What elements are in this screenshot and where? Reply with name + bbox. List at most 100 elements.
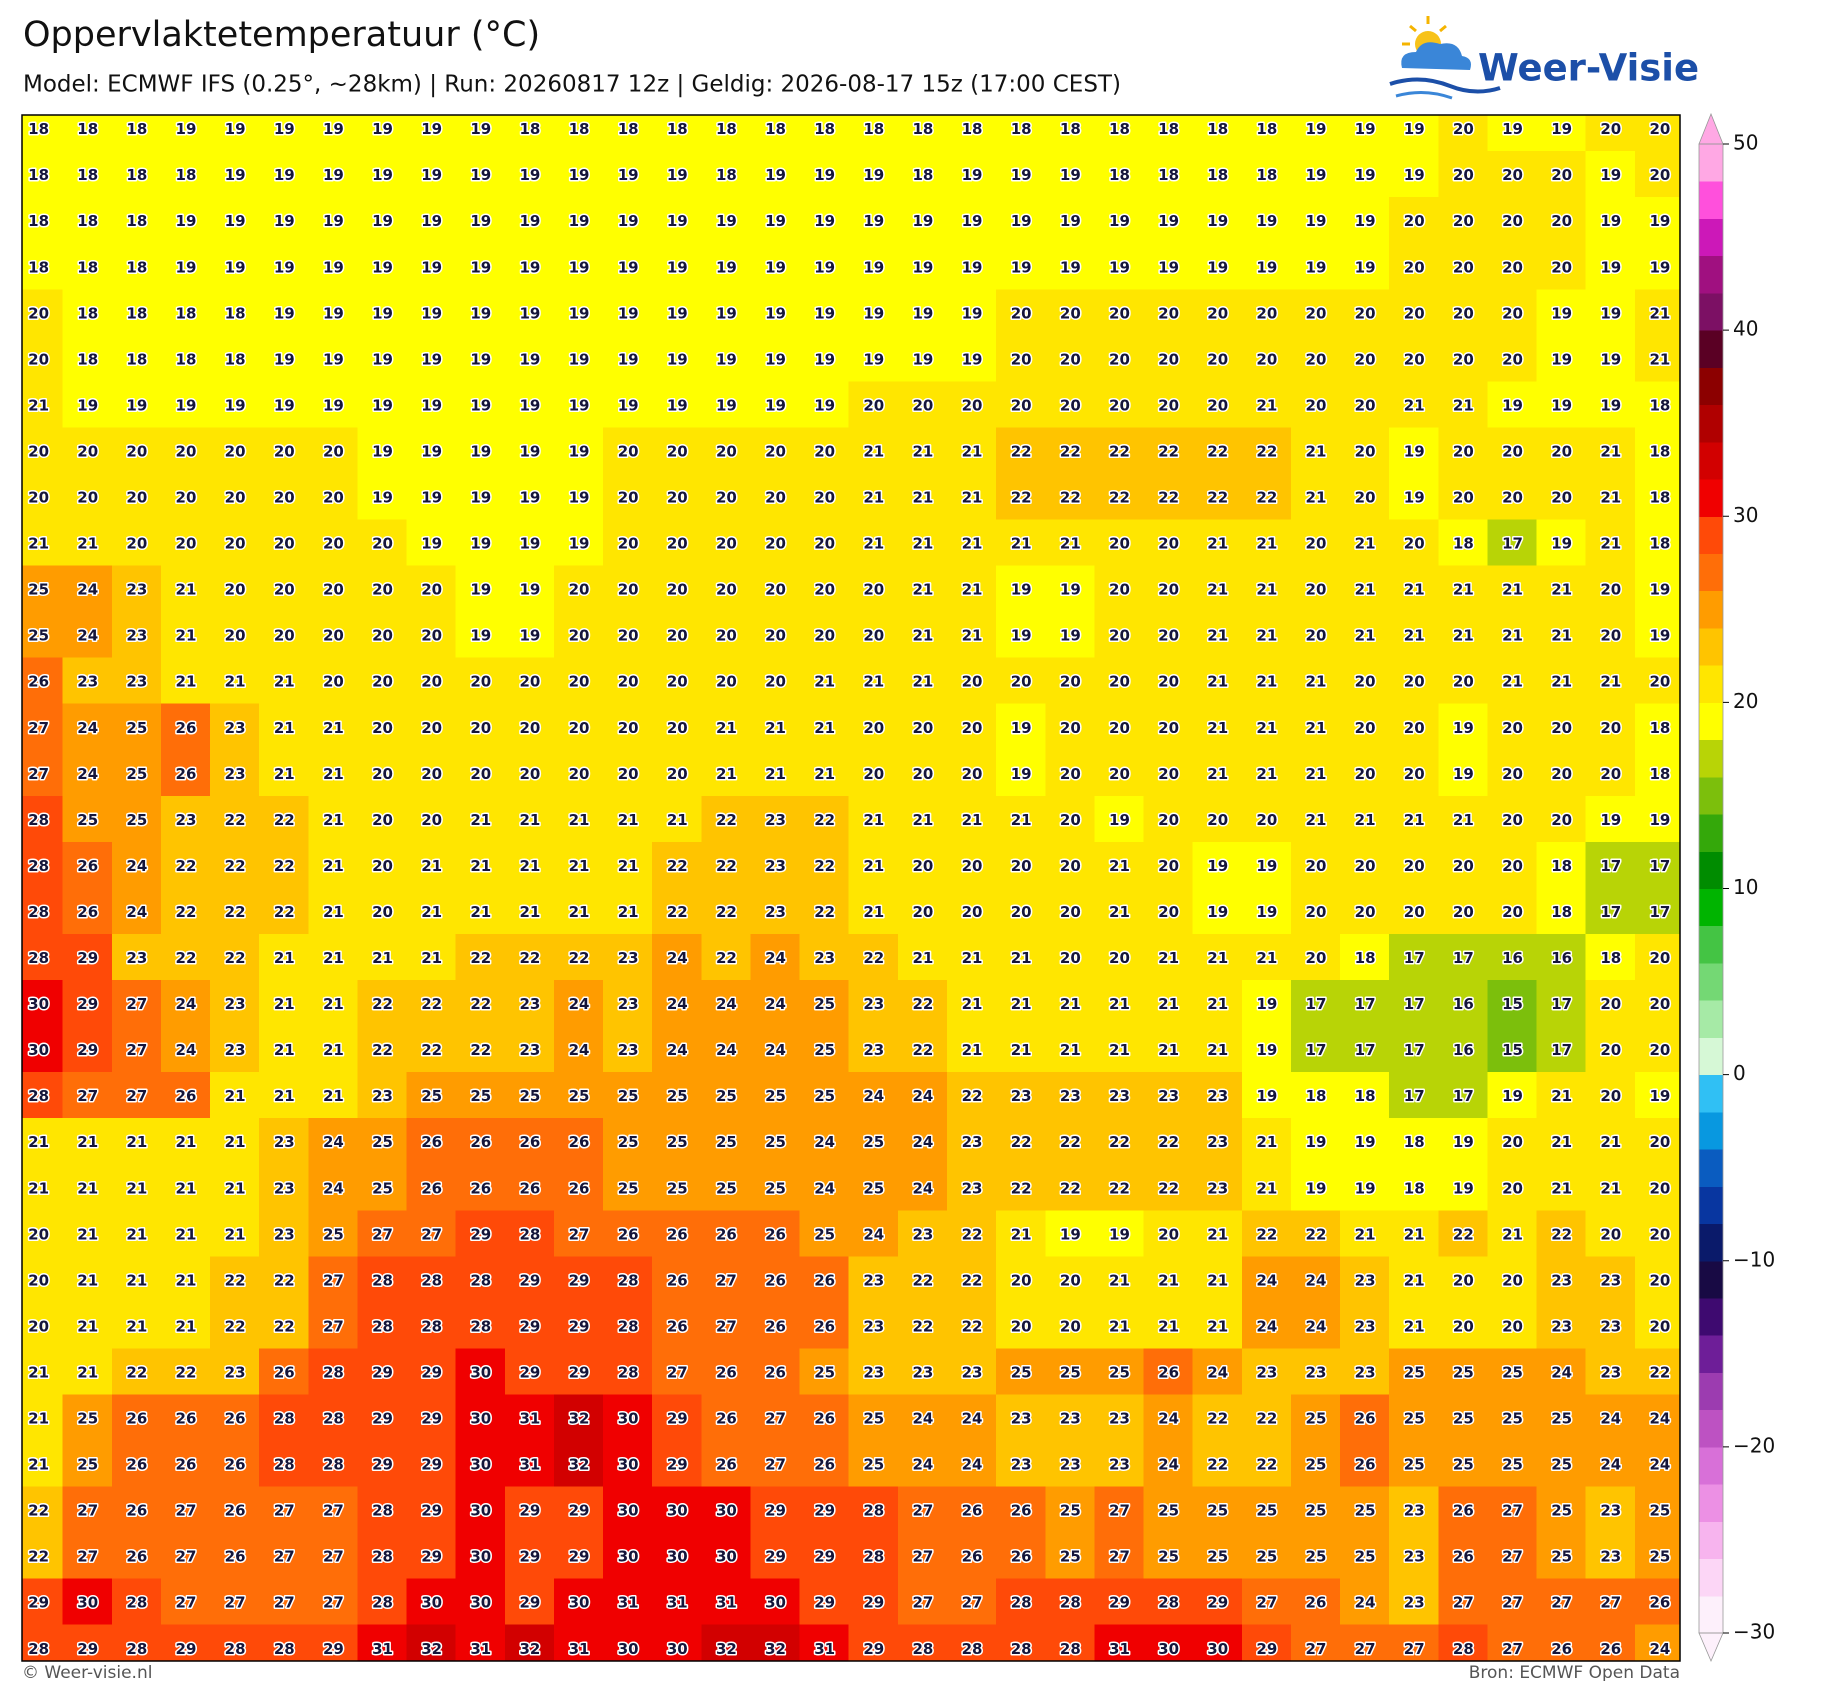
grid-cell — [1438, 1394, 1489, 1442]
grid-cell — [259, 197, 310, 245]
cell-value: 27 — [323, 1271, 344, 1289]
cell-value: 27 — [1502, 1548, 1523, 1566]
cell-value: 19 — [1355, 166, 1376, 184]
grid-cell — [406, 841, 457, 889]
grid-cell — [504, 197, 555, 245]
grid-cell — [603, 1440, 654, 1488]
cell-value: 21 — [1158, 949, 1179, 967]
grid-cell — [210, 335, 261, 383]
grid-cell — [111, 115, 162, 153]
grid-cell — [1438, 1578, 1489, 1626]
cell-value: 31 — [569, 1640, 590, 1658]
grid-cell — [799, 1302, 850, 1350]
grid-cell — [406, 611, 457, 659]
cell-value: 20 — [1404, 719, 1425, 737]
grid-cell — [160, 1394, 212, 1442]
cell-value: 19 — [1453, 765, 1474, 783]
grid-cell — [1192, 611, 1243, 659]
grid-cell — [1241, 749, 1292, 797]
grid-cell — [160, 933, 212, 982]
grid-cell — [1389, 1118, 1440, 1166]
cell-value: 22 — [913, 1271, 934, 1289]
grid-cell — [308, 980, 359, 1028]
grid-cell — [603, 519, 654, 567]
grid-cell — [652, 427, 703, 475]
cell-value: 24 — [1600, 1410, 1621, 1428]
cell-value: 21 — [765, 765, 786, 783]
grid-cell — [1241, 980, 1292, 1028]
grid-cell — [1192, 1394, 1243, 1442]
grid-cell — [553, 1440, 605, 1488]
grid-cell — [1143, 1164, 1194, 1212]
grid-cell — [1192, 1164, 1243, 1212]
grid-cell — [1536, 1164, 1587, 1212]
grid-cell — [259, 795, 310, 843]
cell-value: 19 — [962, 350, 983, 368]
grid-cell — [848, 565, 899, 613]
grid-cell — [1045, 1578, 1096, 1626]
grid-cell — [1290, 611, 1342, 659]
grid-cell — [406, 1164, 457, 1212]
grid-cell — [1094, 1348, 1145, 1396]
cell-value: 17 — [1404, 1087, 1425, 1105]
cell-value: 26 — [1649, 1594, 1670, 1612]
grid-cell — [504, 749, 555, 797]
grid-cell — [62, 381, 113, 429]
cell-value: 24 — [765, 995, 786, 1013]
cell-value: 25 — [1355, 1502, 1376, 1520]
cell-value: 23 — [1355, 1363, 1376, 1381]
grid-cell — [455, 1440, 506, 1488]
grid-cell — [357, 289, 408, 337]
grid-cell — [996, 1348, 1047, 1396]
cell-value: 18 — [176, 166, 197, 184]
grid-cell — [1585, 1440, 1636, 1488]
cell-value: 20 — [1453, 1317, 1474, 1335]
cell-value: 19 — [814, 396, 835, 414]
grid-cell — [1438, 381, 1489, 429]
grid-cell — [1045, 197, 1096, 245]
cell-value: 23 — [618, 949, 639, 967]
grid-cell — [308, 427, 359, 475]
cell-value: 21 — [1306, 765, 1327, 783]
cell-value: 21 — [1404, 1317, 1425, 1335]
cell-value: 23 — [1011, 1456, 1032, 1474]
cell-value: 27 — [176, 1594, 197, 1612]
grid-cell — [1536, 289, 1587, 337]
grid-cell — [357, 565, 408, 613]
colorbar-band — [1699, 1111, 1723, 1150]
title: Oppervlaktetemperatuur (°C) — [23, 15, 540, 55]
cell-value: 25 — [1060, 1363, 1081, 1381]
grid-cell — [22, 887, 64, 935]
cell-value: 25 — [765, 1087, 786, 1105]
cell-value: 20 — [470, 765, 491, 783]
cell-value: 19 — [323, 212, 344, 230]
grid-cell — [1241, 1026, 1292, 1074]
cell-value: 19 — [1355, 1179, 1376, 1197]
grid-cell — [1389, 1256, 1440, 1304]
grid-cell — [111, 381, 162, 429]
cell-value: 19 — [421, 212, 442, 230]
grid-cell — [1340, 565, 1391, 613]
grid-cell — [701, 980, 752, 1028]
grid-cell — [259, 1210, 310, 1258]
cell-value: 20 — [1306, 535, 1327, 553]
cell-value: 20 — [77, 442, 98, 460]
grid-cell — [62, 473, 113, 521]
grid-cell — [799, 1486, 850, 1534]
grid-cell — [22, 1348, 64, 1396]
grid-cell — [1143, 749, 1194, 797]
cell-value: 28 — [372, 1317, 393, 1335]
grid-cell — [259, 841, 310, 889]
cell-value: 23 — [962, 1363, 983, 1381]
grid-cell — [1045, 1394, 1096, 1442]
grid-cell — [308, 243, 359, 291]
grid-cell — [603, 841, 654, 889]
grid-cell — [1143, 335, 1194, 383]
cell-value: 25 — [1404, 1456, 1425, 1474]
cell-value: 19 — [1256, 995, 1277, 1013]
grid-cell — [553, 1256, 605, 1304]
cell-value: 25 — [618, 1133, 639, 1151]
grid-cell — [111, 1026, 162, 1074]
grid-cell — [996, 1302, 1047, 1350]
grid-cell — [259, 243, 310, 291]
